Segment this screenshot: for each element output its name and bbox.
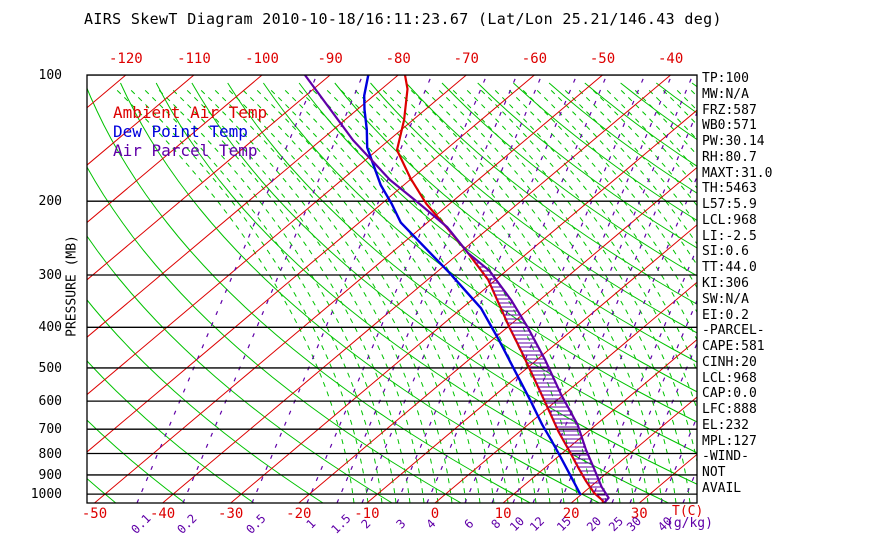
pressure-tick-label: 700	[38, 422, 62, 438]
sounding-index-ki: KI:306	[702, 276, 749, 291]
top-temp-tick-label: -40	[657, 51, 684, 67]
sounding-index-tp: TP:100	[702, 71, 749, 86]
pressure-tick-label: 200	[38, 194, 62, 210]
sounding-index-cap: CAP:0.0	[702, 386, 757, 402]
top-temp-tick-label: -80	[385, 51, 411, 67]
top-temp-tick-label: -110	[177, 51, 211, 67]
top-temp-tick-label: -90	[317, 51, 343, 67]
top-temp-tick-label: -50	[589, 51, 616, 67]
sounding-index-lcl: LCL:968	[702, 212, 757, 228]
pressure-tick-label: 900	[38, 467, 62, 483]
page-title: AIRS SkewT Diagram 2010-10-18/16:11:23.6…	[84, 10, 722, 28]
sounding-index-th: TH:5463	[702, 181, 757, 197]
legend-item: Ambient Air Temp	[113, 103, 268, 122]
bottom-temp-tick-label: -30	[218, 506, 244, 522]
sounding-index-avail: AVAIL	[702, 481, 742, 497]
bottom-temp-tick-label: -40	[149, 506, 176, 522]
bottom-temp-tick-label: -10	[354, 506, 380, 522]
sounding-index-frz: FRZ:587	[702, 102, 757, 118]
sounding-index-el: EL:232	[702, 417, 749, 433]
bottom-temp-tick-label: -50	[81, 506, 108, 522]
sounding-index-mw: MW:N/A	[702, 86, 749, 102]
bottom-temp-tick-label: 30	[630, 506, 648, 522]
sounding-index-mpl: MPL:127	[702, 433, 757, 449]
sounding-index-cinh: CINH:20	[702, 354, 757, 370]
legend-item: Air Parcel Temp	[113, 141, 258, 160]
sounding-index-wb0: WB0:571	[702, 118, 757, 134]
top-temp-tick-label: -70	[453, 51, 479, 67]
pressure-tick-label: 400	[38, 320, 62, 336]
sounding-index-not: NOT	[702, 465, 726, 481]
sounding-index--parcel-: -PARCEL-	[702, 323, 765, 339]
bottom-temp-tick-label: 10	[494, 506, 512, 522]
sounding-index-cape: CAPE:581	[702, 339, 765, 355]
bottom-temp-tick-label: 0	[430, 506, 440, 522]
sounding-index-rh: RH:80.7	[702, 149, 757, 165]
sounding-index-maxt: MAXT:31.0	[702, 165, 773, 181]
legend-item: Dew Point Temp	[113, 122, 248, 141]
sounding-index-l57: L57:5.9	[702, 197, 757, 213]
bottom-temp-tick-label: 20	[562, 506, 580, 522]
pressure-axis-label: PRESSURE (MB)	[64, 235, 80, 337]
pressure-tick-label: 1000	[30, 487, 62, 503]
pressure-tick-label: 500	[38, 360, 62, 376]
bottom-temp-tick-label: -20	[286, 506, 312, 522]
temp-unit-label: T(C)	[672, 504, 704, 519]
sounding-index-tt: TT:44.0	[702, 260, 757, 276]
top-temp-tick-label: -120	[108, 51, 143, 67]
sounding-index-pw: PW:30.14	[702, 134, 765, 150]
top-temp-tick-label: -60	[521, 51, 548, 67]
sounding-index-lcl: LCL:968	[702, 370, 757, 386]
sounding-index-ei: EI:0.2	[702, 307, 749, 323]
sounding-index-sw: SW:N/A	[702, 291, 749, 307]
sounding-index--wind-: -WIND-	[702, 449, 749, 465]
top-temp-tick-label: -100	[245, 51, 279, 67]
pressure-tick-label: 300	[38, 267, 62, 283]
sounding-index-lfc: LFC:888	[702, 402, 757, 418]
pressure-tick-label: 600	[38, 394, 62, 410]
mixr-unit-label: (g/kg)	[666, 516, 713, 531]
sounding-index-li: LI:-2.5	[702, 228, 757, 244]
sounding-index-si: SI:0.6	[702, 244, 749, 260]
pressure-tick-label: 100	[38, 68, 62, 83]
pressure-tick-label: 800	[38, 446, 62, 462]
